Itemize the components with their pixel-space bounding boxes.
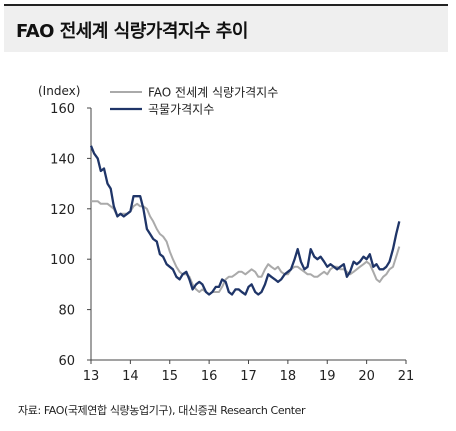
y-tick-label: 100 (50, 253, 75, 268)
x-tick-label: 15 (161, 369, 178, 384)
y-axis-unit-label: (Index) (38, 84, 80, 98)
legend-fao-food-index: FAO 전세계 식량가격지수 (148, 86, 278, 100)
source-note: 자료: FAO(국제연합 식량농업기구), 대신증권 Research Cent… (18, 404, 306, 417)
x-tick-label: 19 (319, 369, 336, 384)
y-tick-label: 140 (50, 152, 75, 167)
x-tick-label: 16 (201, 369, 218, 384)
x-tick-label: 14 (122, 369, 139, 384)
y-tick-label: 120 (50, 203, 75, 218)
chart-title: FAO 전세계 식량가격지수 추이 (16, 21, 248, 42)
y-tick-label: 60 (58, 354, 75, 369)
x-tick-label: 21 (398, 369, 415, 384)
chart-title-bar: FAO 전세계 식량가격지수 추이 (4, 4, 448, 52)
x-tick-label: 18 (280, 369, 297, 384)
y-tick-label: 80 (58, 304, 75, 319)
y-tick-label: 160 (50, 102, 75, 117)
fao-food-index-line (91, 200, 401, 296)
cereal-index-line (89, 145, 401, 296)
legend-cereal-index: 곡물가격지수 (148, 103, 214, 117)
x-tick-label: 17 (240, 369, 257, 384)
x-tick-label: 20 (358, 369, 375, 384)
x-tick-label: 13 (83, 369, 100, 384)
